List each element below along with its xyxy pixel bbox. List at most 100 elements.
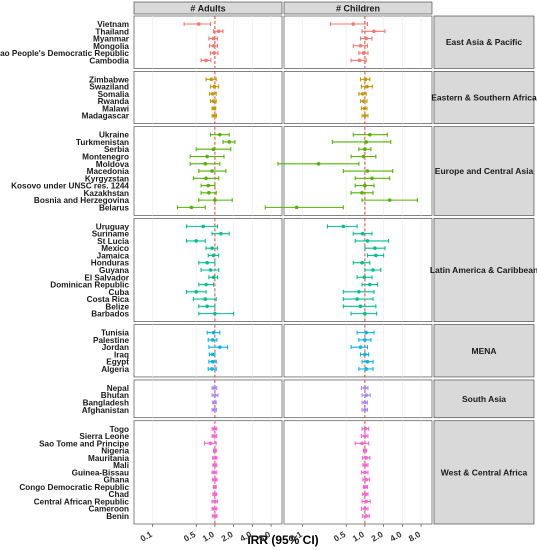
estimate-point [216, 29, 221, 34]
region-strip [433, 379, 535, 419]
estimate-point [211, 99, 216, 103]
estimate-point [210, 246, 214, 250]
estimate-point [360, 231, 365, 236]
estimate-point [361, 154, 366, 159]
country-label: Afghanistan [82, 406, 129, 415]
estimate-point [363, 113, 367, 118]
region-label: Europe and Central Asia [435, 166, 534, 176]
estimate-point [358, 304, 363, 309]
estimate-point [207, 191, 211, 195]
country-label: Egypt [106, 358, 129, 367]
estimate-point [363, 434, 367, 438]
country-label: Mexico [101, 244, 129, 253]
estimate-point [206, 183, 210, 188]
country-label: Malawi [102, 104, 129, 113]
estimate-point [364, 140, 369, 144]
x-tick-label: 8.0 [407, 529, 422, 544]
estimate-point [361, 51, 366, 55]
country-label: Kazakhstan [83, 189, 129, 198]
country-label: Benin [106, 512, 129, 521]
country-label: Somalia [98, 90, 130, 99]
country-label: Mauritania [88, 454, 129, 463]
facet-panel [283, 71, 433, 124]
estimate-point [363, 311, 367, 316]
country-label: Tunisia [101, 329, 129, 338]
facet-panel [133, 420, 283, 525]
region-label: Eastern & Southern Africa [431, 93, 537, 103]
panel-header [283, 1, 433, 15]
estimate-point [363, 506, 367, 511]
country-label: Ghana [104, 476, 130, 485]
estimate-point [218, 132, 222, 137]
estimate-point [211, 44, 216, 48]
country-label: Guyana [99, 266, 129, 275]
country-label: Lao People's Democratic Republic [0, 49, 129, 58]
country-label: Nepal [107, 384, 129, 393]
estimate-point [364, 514, 369, 518]
estimate-point [212, 426, 217, 431]
estimate-point [213, 477, 217, 482]
estimate-point [357, 58, 362, 63]
estimate-point [364, 456, 369, 460]
country-label: Serbia [104, 145, 129, 154]
country-label: Bangladesh [83, 398, 129, 407]
facet-panel [133, 15, 283, 69]
estimate-point [210, 92, 215, 96]
facet-panel [283, 324, 433, 378]
estimate-point [360, 441, 364, 446]
estimate-point [368, 132, 372, 137]
estimate-point [213, 198, 217, 202]
country-label: Swaziland [89, 83, 129, 92]
country-label: El Salvador [84, 273, 129, 282]
estimate-point [212, 400, 217, 405]
facet-panel [283, 379, 433, 419]
region-strip [433, 71, 535, 124]
estimate-point [364, 330, 369, 335]
estimate-point [363, 492, 368, 496]
estimate-point [364, 393, 369, 398]
facet-panel [133, 379, 283, 419]
region-label: MENA [471, 346, 496, 356]
country-label: Togo [110, 425, 129, 434]
x-tick-label: 2.0 [369, 529, 384, 544]
country-label: Belize [105, 302, 129, 311]
estimate-point [360, 260, 364, 265]
estimate-point [211, 36, 216, 41]
facet-panel [283, 218, 433, 322]
estimate-point [358, 345, 363, 349]
estimate-point [363, 77, 368, 82]
country-label: Dominican Republic [50, 281, 129, 290]
country-label: Nigeria [101, 447, 129, 456]
estimate-point [363, 147, 367, 152]
estimate-point [364, 367, 369, 371]
estimate-point [212, 407, 217, 412]
estimate-point [211, 275, 216, 280]
country-label: Central African Republic [34, 497, 130, 506]
country-label: Costa Rica [87, 295, 130, 304]
estimate-point [212, 434, 217, 438]
estimate-point [213, 448, 217, 453]
estimate-point [364, 477, 369, 482]
country-label: Cuba [109, 288, 130, 297]
estimate-point [363, 463, 368, 467]
estimate-point [363, 448, 367, 453]
estimate-point [210, 352, 215, 357]
x-tick-label: 0.5 [332, 529, 347, 544]
country-label: Bosnia and Herzegovina [34, 196, 130, 205]
country-label: Belarus [99, 203, 129, 212]
estimate-point [212, 386, 217, 390]
estimate-point [368, 282, 372, 287]
country-label: Zimbabwe [89, 75, 129, 84]
country-label: Palestine [93, 336, 129, 345]
estimate-point [204, 282, 208, 287]
country-label: Bhutan [101, 391, 129, 400]
region-label: East Asia & Pacific [446, 37, 522, 47]
country-label: Iraq [114, 350, 129, 359]
estimate-point [213, 499, 217, 504]
estimate-point [363, 485, 368, 489]
country-label: Mali [113, 461, 129, 470]
estimate-point [227, 140, 232, 144]
country-label: St Lucia [97, 237, 129, 246]
x-tick-label: 1.0 [201, 529, 216, 544]
estimate-point [211, 253, 216, 258]
